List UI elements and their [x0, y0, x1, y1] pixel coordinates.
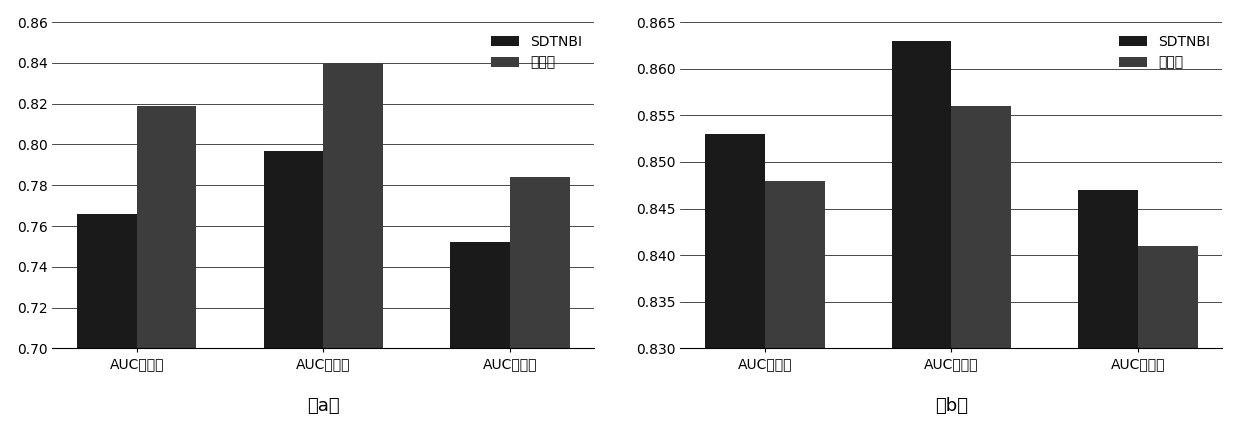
Bar	[77, 214, 136, 348]
Bar	[264, 151, 323, 348]
Bar	[450, 242, 510, 348]
Bar	[323, 63, 383, 348]
Bar	[1078, 190, 1137, 348]
Bar	[892, 41, 952, 348]
Bar	[764, 181, 824, 348]
Bar	[952, 106, 1011, 348]
Text: （b）: （b）	[935, 397, 968, 415]
Bar	[1137, 246, 1198, 348]
Bar	[510, 177, 570, 348]
Bar	[136, 106, 197, 348]
Legend: SDTNBI, 本发明: SDTNBI, 本发明	[1114, 29, 1215, 75]
Legend: SDTNBI, 本发明: SDTNBI, 本发明	[486, 29, 587, 75]
Bar	[705, 134, 764, 348]
Text: （a）: （a）	[307, 397, 339, 415]
